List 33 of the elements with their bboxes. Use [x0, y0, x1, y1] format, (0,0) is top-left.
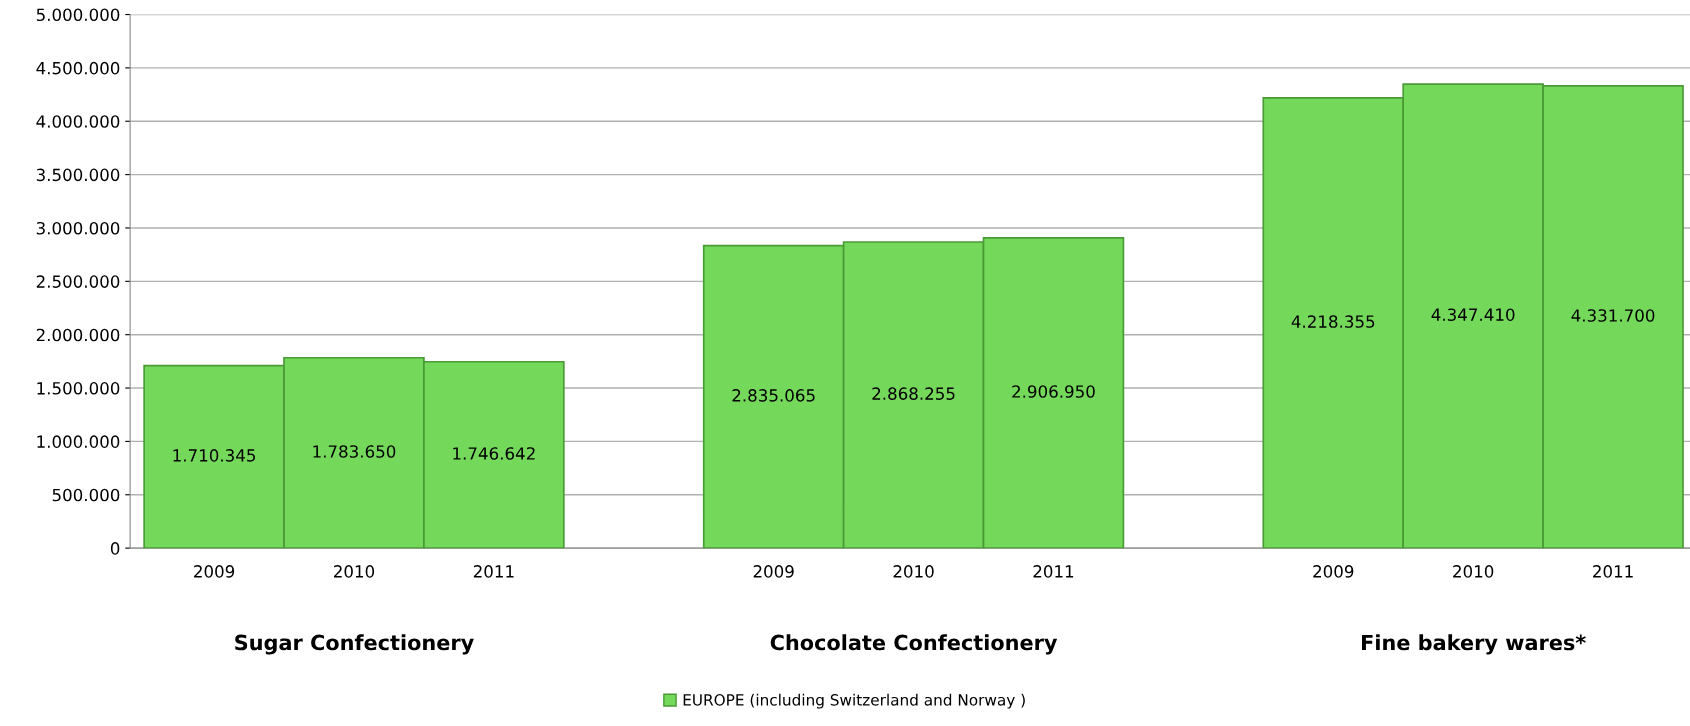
x-tick-label: 2009	[1313, 565, 1354, 578]
y-tick-label: 2.000.000	[36, 328, 120, 342]
y-tick-label: 1.500.000	[37, 382, 120, 395]
data-label: 1.746.642	[453, 447, 535, 460]
x-tick-label: 2011	[1033, 565, 1074, 578]
x-tick-label: 2010	[333, 565, 375, 578]
x-tick-label: 2009	[194, 565, 235, 578]
y-tick-label: 4.500.000	[36, 61, 120, 75]
x-tick-label: 2009	[753, 565, 794, 578]
y-tick-label: 2.500.000	[36, 275, 120, 288]
data-label: 1.783.650	[313, 445, 396, 458]
x-tick-label: 2010	[893, 565, 934, 578]
y-tick-label: 0	[110, 542, 120, 555]
y-tick-label: 3.500.000	[36, 168, 120, 182]
y-tick-label: 1.000.000	[37, 435, 120, 448]
y-tick-label: 5.000.000	[36, 8, 120, 22]
data-label: 2.868.255	[872, 387, 955, 400]
text: Fine bakery wares*	[1362, 634, 1586, 655]
data-label: 4.347.410	[1431, 308, 1515, 321]
y-tick-label: 500.000	[52, 488, 120, 502]
data-label: 4.218.355	[1291, 315, 1375, 328]
data-label: 2.906.950	[1012, 385, 1095, 398]
data-label: 1.710.345	[173, 449, 256, 462]
legend-label: EUROPE (including Switzerland and Norway )	[683, 693, 1025, 709]
x-tick-label: 2011	[1593, 565, 1633, 578]
x-tick-label: 2010	[1453, 565, 1494, 578]
text: Sugar Confectionery	[235, 634, 474, 655]
x-tick-label: 2011	[473, 565, 514, 578]
data-label: 2.835.065	[732, 389, 815, 402]
data-label: 4.331.700	[1571, 309, 1655, 322]
text: Chocolate Confectionery	[770, 634, 1058, 655]
y-tick-label: 3.000.000	[36, 221, 120, 235]
y-tick-label: 4.000.000	[36, 115, 120, 128]
